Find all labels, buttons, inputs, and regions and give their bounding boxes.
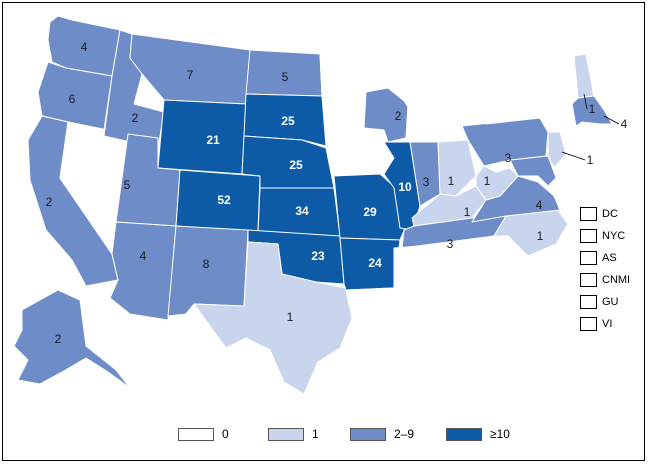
value-label-OH: 1 bbox=[448, 174, 455, 188]
state-OH bbox=[437, 139, 477, 197]
state-WY bbox=[157, 99, 247, 175]
value-label-OR: 6 bbox=[69, 92, 76, 106]
state-NM bbox=[167, 225, 249, 317]
legend-item-2: 2–9 bbox=[350, 427, 414, 441]
value-label-NM: 8 bbox=[203, 257, 210, 271]
value-label-ND: 5 bbox=[282, 70, 289, 84]
value-label-IN: 3 bbox=[423, 175, 430, 189]
territory-label: DC bbox=[602, 208, 618, 220]
legend-label: ≥10 bbox=[490, 427, 510, 441]
legend-label: 0 bbox=[222, 427, 229, 441]
territory-DC: DC bbox=[580, 207, 618, 221]
legend-swatch bbox=[350, 427, 386, 441]
state-MA bbox=[571, 95, 613, 127]
territory-label: VI bbox=[602, 318, 613, 330]
state-FL bbox=[431, 299, 529, 391]
states-layer bbox=[13, 15, 631, 409]
state-TX bbox=[193, 241, 353, 395]
value-label-OK: 23 bbox=[311, 249, 325, 263]
legend-label: 2–9 bbox=[394, 427, 415, 441]
territory-swatch bbox=[580, 317, 597, 331]
state-HI bbox=[139, 351, 199, 389]
state-AK bbox=[13, 289, 131, 389]
state-MI bbox=[391, 71, 463, 149]
territory-GU: GU bbox=[580, 295, 619, 309]
value-label-WV: 1 bbox=[484, 174, 491, 188]
territory-VI: VI bbox=[580, 317, 612, 331]
state-PR bbox=[559, 389, 597, 409]
territory-label: GU bbox=[602, 296, 619, 308]
leader-line-NJ bbox=[561, 151, 586, 161]
value-label-NC: 1 bbox=[537, 229, 544, 243]
value-label-PA: 3 bbox=[505, 151, 512, 165]
value-label-NJ: 1 bbox=[587, 153, 594, 167]
value-label-WI: 2 bbox=[395, 109, 402, 123]
legend-item-3: ≥10 bbox=[446, 427, 510, 441]
legend-label: 1 bbox=[312, 427, 319, 441]
state-WI bbox=[363, 87, 409, 143]
state-IA bbox=[325, 129, 395, 177]
territory-NYC: NYC bbox=[580, 229, 625, 243]
value-label-AK: 2 bbox=[55, 332, 62, 346]
value-label-CA: 2 bbox=[46, 195, 53, 209]
value-label-MO: 29 bbox=[363, 205, 377, 219]
territory-swatch bbox=[580, 273, 597, 287]
value-label-UT: 5 bbox=[124, 178, 131, 192]
territory-label: CNMI bbox=[602, 274, 631, 286]
legend-item-0: 0 bbox=[178, 427, 229, 441]
state-SD bbox=[243, 93, 327, 147]
value-label-MT: 7 bbox=[187, 68, 194, 82]
value-label-CO: 52 bbox=[217, 193, 231, 207]
leader-line-NH bbox=[583, 93, 588, 110]
territory-AS: AS bbox=[580, 251, 617, 265]
state-NY bbox=[485, 59, 581, 133]
state-NJ bbox=[547, 131, 567, 169]
value-label-AR: 24 bbox=[368, 256, 382, 270]
state-MS bbox=[391, 245, 421, 325]
legend-swatch bbox=[178, 427, 214, 441]
territory-CNMI: CNMI bbox=[580, 273, 630, 287]
value-label-NH: 1 bbox=[589, 102, 596, 116]
value-label-KY: 1 bbox=[464, 205, 471, 219]
territory-label: AS bbox=[602, 252, 617, 264]
value-label-KS: 34 bbox=[295, 204, 309, 218]
legend-swatch bbox=[268, 427, 304, 441]
leader-line-MA bbox=[603, 115, 620, 125]
territory-swatch bbox=[580, 295, 597, 309]
value-label-TN: 3 bbox=[447, 237, 454, 251]
territory-swatch bbox=[580, 229, 597, 243]
value-label-SD: 25 bbox=[281, 114, 295, 128]
territory-swatch bbox=[580, 207, 597, 221]
value-label-VA: 4 bbox=[536, 198, 543, 212]
territory-swatch bbox=[580, 251, 597, 265]
value-label-WA: 4 bbox=[81, 40, 88, 54]
value-label-AZ: 4 bbox=[140, 249, 147, 263]
value-label-NE: 25 bbox=[289, 158, 303, 172]
legend-item-1: 1 bbox=[268, 427, 319, 441]
value-label-IL: 10 bbox=[398, 180, 412, 194]
value-label-TX: 1 bbox=[287, 310, 294, 324]
state-ME bbox=[585, 19, 631, 97]
state-AZ bbox=[109, 221, 177, 321]
value-label-WY: 21 bbox=[206, 133, 220, 147]
territory-label: NYC bbox=[602, 230, 626, 242]
legend-swatch bbox=[446, 427, 482, 441]
value-label-MA: 4 bbox=[621, 117, 628, 131]
value-label-ID: 2 bbox=[132, 111, 139, 125]
